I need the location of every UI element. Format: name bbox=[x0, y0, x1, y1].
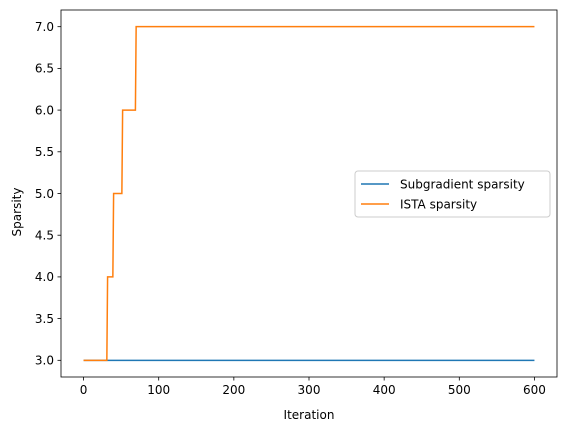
y-tick-label: 3.5 bbox=[35, 312, 54, 326]
x-tick-label: 500 bbox=[448, 383, 471, 397]
series-line-ista bbox=[83, 25, 535, 362]
x-tick-label: 600 bbox=[523, 383, 546, 397]
axes: 0 100 200 300 400 500 600 3.0 3.5 4.0 4.5 5.0 5.5 6.0… bbox=[35, 9, 558, 397]
legend-box bbox=[354, 170, 551, 218]
x-axis-title: Iteration bbox=[284, 408, 335, 422]
x-tick-label: 100 bbox=[147, 383, 170, 397]
x-tick-label: 0 bbox=[80, 383, 88, 397]
legend: Subgradient sparsity ISTA sparsity bbox=[354, 170, 551, 218]
y-tick-label: 6.5 bbox=[35, 62, 54, 76]
y-tick-label: 5.0 bbox=[35, 187, 54, 201]
y-tick-label: 4.0 bbox=[35, 270, 54, 284]
y-tick-label: 3.0 bbox=[35, 354, 54, 368]
y-tick-label: 5.5 bbox=[35, 145, 54, 159]
y-tick-label: 4.5 bbox=[35, 229, 54, 243]
x-tick-label: 400 bbox=[373, 383, 396, 397]
x-tick-label: 300 bbox=[298, 383, 321, 397]
x-tick-label: 200 bbox=[222, 383, 245, 397]
legend-label: Subgradient sparsity bbox=[400, 177, 525, 191]
legend-label: ISTA sparsity bbox=[400, 197, 477, 211]
plot-area bbox=[83, 25, 535, 362]
y-tick-label: 7.0 bbox=[35, 20, 54, 34]
y-axis-title: Sparsity bbox=[10, 188, 24, 237]
y-tick-label: 6.0 bbox=[35, 103, 54, 117]
